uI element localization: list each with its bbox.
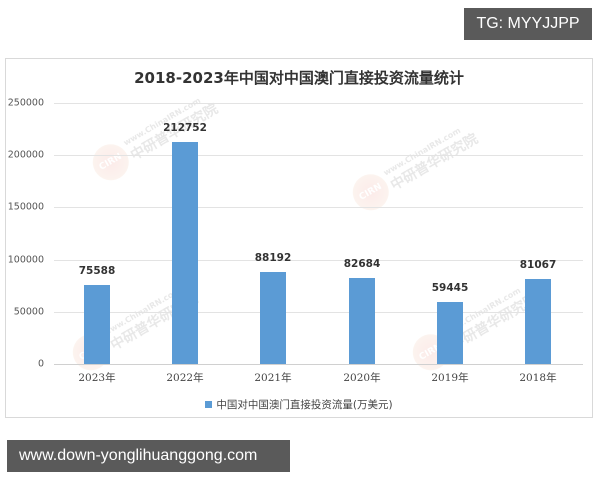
bar-value-label: 59445 xyxy=(431,282,469,294)
bar xyxy=(172,142,198,364)
bar-value-label: 88192 xyxy=(254,252,292,264)
gridline-250000 xyxy=(54,103,583,104)
x-tick-label: 2019年 xyxy=(431,372,469,384)
plot-area: CIRN www.ChinaIRN.com 中研普华研究院 CIRN www.Ch… xyxy=(6,59,592,417)
tg-badge-text: TG: MYYJJPP xyxy=(476,15,580,32)
bar xyxy=(260,272,286,364)
bar-value-label: 75588 xyxy=(78,265,116,277)
gridline-50000 xyxy=(54,312,583,313)
chart-frame: 2018-2023年中国对中国澳门直接投资流量统计 CIRN www.China… xyxy=(5,58,593,418)
y-tick-label: 0 xyxy=(37,358,44,370)
y-tick-label: 50000 xyxy=(13,306,44,318)
bar xyxy=(349,278,375,364)
legend: 中国对中国澳门直接投资流量(万美元) xyxy=(6,397,592,412)
y-tick-label: 250000 xyxy=(7,97,44,109)
gridline-200000 xyxy=(54,155,583,156)
bar-value-label: 212752 xyxy=(163,122,207,134)
bar xyxy=(525,279,551,364)
y-tick-label: 200000 xyxy=(7,149,44,161)
x-tick-label: 2022年 xyxy=(166,372,204,384)
y-tick-label: 100000 xyxy=(7,254,44,266)
y-tick-label: 150000 xyxy=(7,201,44,213)
x-tick-label: 2020年 xyxy=(343,372,381,384)
legend-swatch-icon xyxy=(205,401,213,408)
watermark-logo-icon: CIRN xyxy=(346,167,396,217)
watermark-logo-icon: CIRN xyxy=(86,137,136,187)
url-badge: www.down-yonglihuanggong.com xyxy=(7,440,290,472)
watermark-url: www.ChinaIRN.com xyxy=(381,125,463,177)
x-tick-label: 2018年 xyxy=(519,372,557,384)
x-tick-label: 2023年 xyxy=(78,372,116,384)
watermark-url: www.ChinaIRN.com xyxy=(121,95,203,147)
gridline-150000 xyxy=(54,207,583,208)
x-axis-baseline xyxy=(54,364,583,365)
chart-title: 2018-2023年中国对中国澳门直接投资流量统计 xyxy=(134,69,464,87)
watermark-name: 中研普华研究院 xyxy=(387,130,481,194)
bar xyxy=(437,302,463,364)
x-tick-label: 2021年 xyxy=(254,372,292,384)
legend-label: 中国对中国澳门直接投资流量(万美元) xyxy=(216,399,393,411)
bar-value-label: 81067 xyxy=(519,259,557,271)
gridline-100000 xyxy=(54,260,583,261)
url-badge-text: www.down-yonglihuanggong.com xyxy=(19,447,258,464)
tg-badge: TG: MYYJJPP xyxy=(464,8,592,40)
bar-value-label: 82684 xyxy=(343,258,381,270)
bar xyxy=(84,285,110,364)
